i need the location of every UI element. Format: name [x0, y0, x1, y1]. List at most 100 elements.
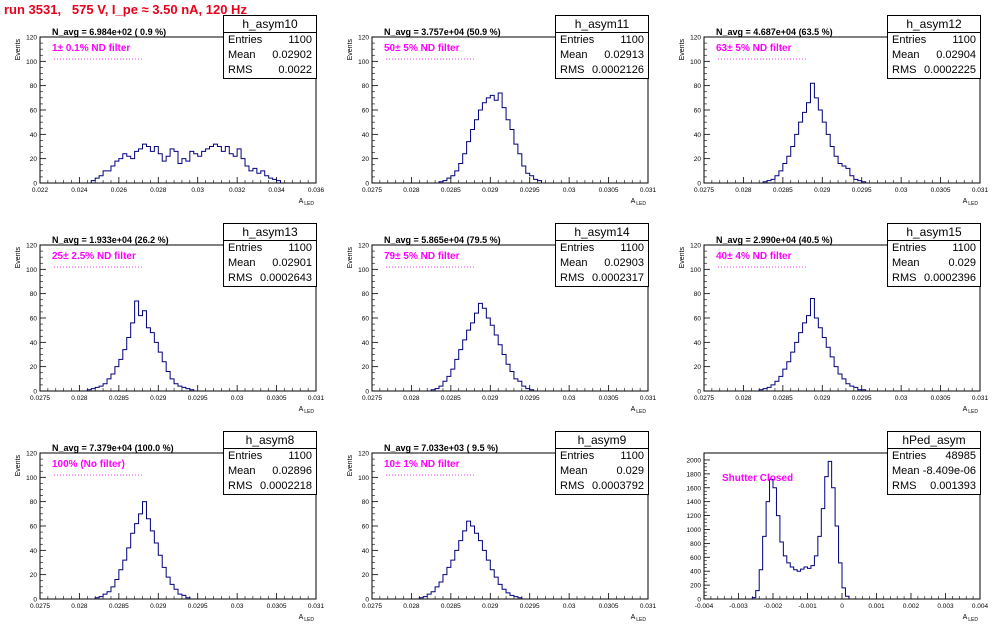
y-tick-label: 60 — [30, 316, 38, 323]
stat-label: Mean — [560, 49, 588, 61]
stat-row-rms: RMS 0.0002225 — [888, 63, 980, 78]
x-axis-title: ALED — [963, 614, 979, 623]
x-tick-label: 0.031 — [308, 395, 325, 402]
y-tick-label: 1000 — [687, 527, 702, 534]
stat-value: 0.029 — [616, 465, 644, 477]
y-tick-label: 40 — [362, 340, 370, 347]
y-tick-label: 60 — [694, 316, 702, 323]
panel-h_asym10: 0 20 40 60 80 100 120 0.022 0.024 0.026 0.028 0.03 0… — [0, 15, 331, 220]
stat-value: 1100 — [288, 450, 312, 462]
stat-label: Entries — [560, 242, 595, 254]
histogram-series — [438, 92, 543, 183]
y-tick-label: 1600 — [687, 485, 702, 492]
x-tick-label: 0.029 — [150, 395, 167, 402]
x-tick-label: 0.0285 — [109, 603, 129, 610]
stat-row-entries: Entries 1100 — [556, 241, 648, 256]
stat-value: 1100 — [952, 34, 976, 46]
stat-row-rms: RMS 0.0002643 — [224, 271, 316, 286]
stat-value: 0.0002643 — [260, 272, 312, 284]
stat-row-entries: Entries 48985 — [888, 449, 980, 464]
stat-row-entries: Entries 1100 — [556, 33, 648, 48]
filter-label: 10± 1% ND filter — [384, 459, 460, 470]
y-tick-label: 0 — [697, 389, 701, 396]
stat-label: Mean — [560, 465, 588, 477]
x-tick-label: 0.0275 — [694, 187, 714, 194]
y-tick-label: 40 — [30, 340, 38, 347]
stat-value: 0.0002218 — [260, 480, 312, 492]
stat-label: Mean — [560, 257, 588, 269]
plot-h_asym11: 0 20 40 60 80 100 120 0.0275 0.028 0.0285 0.029 0.0… — [347, 35, 657, 208]
x-tick-label: 0.03 — [231, 603, 244, 610]
navg-label: N_avg = 3.757e+04 (50.9 %) — [384, 27, 501, 37]
histogram-title: h_asym12 — [888, 16, 980, 33]
stat-row-mean: Mean 0.02904 — [888, 48, 980, 63]
stat-row-mean: Mean 0.029 — [556, 464, 648, 479]
panel-h_asym13: 0 20 40 60 80 100 120 0.0275 0.028 0.0285 0.029 0.0… — [0, 223, 331, 428]
y-tick-label: 120 — [26, 451, 37, 458]
panel-hPed_asym: 0 200 400 600 800 1000 1200 1400 1600 1800 2000 -0.… — [664, 431, 995, 636]
navg-label: N_avg = 7.033e+03 ( 9.5 %) — [384, 443, 499, 453]
stat-row-rms: RMS 0.0003792 — [556, 479, 648, 494]
x-tick-label: 0.03 — [191, 187, 204, 194]
stat-label: Mean — [228, 49, 256, 61]
y-tick-label: 20 — [30, 156, 38, 163]
stat-label: RMS — [560, 272, 585, 284]
navg-label: N_avg = 2.990e+04 (40.5 %) — [716, 235, 833, 245]
y-tick-label: 1800 — [687, 471, 702, 478]
stat-row-mean: Mean 0.02902 — [224, 48, 316, 63]
x-axis-title: ALED — [631, 198, 647, 207]
x-tick-label: 0.0295 — [188, 603, 208, 610]
x-tick-label: 0.003 — [937, 603, 954, 610]
stat-row-mean: Mean 0.02901 — [224, 256, 316, 271]
x-tick-label: 0.031 — [972, 395, 989, 402]
x-tick-label: 0.0275 — [362, 395, 382, 402]
x-tick-label: 0.0275 — [694, 395, 714, 402]
stat-row-rms: RMS 0.001393 — [888, 479, 980, 494]
x-tick-label: 0.028 — [403, 395, 420, 402]
stat-label: Entries — [228, 34, 263, 46]
stat-label: Mean — [892, 257, 920, 269]
x-tick-label: 0.031 — [972, 187, 989, 194]
stat-label: RMS — [228, 480, 253, 492]
y-tick-label: 80 — [30, 291, 38, 298]
y-tick-label: 20 — [362, 156, 370, 163]
x-tick-label: 0.0295 — [852, 187, 872, 194]
y-tick-label: 80 — [694, 291, 702, 298]
y-tick-label: 100 — [26, 267, 37, 274]
stat-label: RMS — [892, 64, 917, 76]
stat-value: 0.02896 — [272, 465, 312, 477]
x-tick-label: 0.0305 — [599, 187, 619, 194]
x-tick-label: 0.029 — [482, 187, 499, 194]
x-tick-label: 0.028 — [403, 187, 420, 194]
x-tick-label: 0.029 — [150, 603, 167, 610]
panel-h_asym11: 0 20 40 60 80 100 120 0.0275 0.028 0.0285 0.029 0.0… — [332, 15, 663, 220]
stat-value: 0.02902 — [272, 49, 312, 61]
x-tick-label: 0.004 — [972, 603, 989, 610]
x-tick-label: -0.003 — [729, 603, 748, 610]
histogram-series — [94, 501, 191, 599]
stats-box-hPed_asym: hPed_asym Entries 48985 Mean -8.409e-06 RMS 0.… — [887, 431, 981, 495]
y-tick-label: 40 — [694, 132, 702, 139]
y-tick-label: 0 — [33, 597, 37, 604]
histogram-series — [758, 298, 867, 391]
x-tick-label: 0.002 — [903, 603, 920, 610]
y-tick-label: 20 — [694, 156, 702, 163]
y-tick-label: 120 — [26, 243, 37, 250]
filter-label: 50± 5% ND filter — [384, 43, 460, 54]
x-tick-label: 0.031 — [640, 187, 657, 194]
y-tick-label: 20 — [30, 364, 38, 371]
x-tick-label: 0.001 — [868, 603, 885, 610]
y-tick-label: 80 — [694, 83, 702, 90]
stat-value: 1100 — [620, 242, 644, 254]
x-tick-label: 0.029 — [814, 395, 831, 402]
stat-row-entries: Entries 1100 — [224, 241, 316, 256]
x-tick-label: 0.028 — [735, 187, 752, 194]
y-tick-label: 20 — [362, 572, 370, 579]
plot-h_asym12: 0 20 40 60 80 100 120 0.0275 0.028 0.0285 0.029 0.0… — [679, 35, 989, 208]
stat-row-rms: RMS 0.0002126 — [556, 63, 648, 78]
y-tick-label: 400 — [690, 569, 701, 576]
histogram-title: h_asym14 — [556, 224, 648, 241]
x-tick-label: 0.0285 — [773, 187, 793, 194]
stat-row-rms: RMS 0.0002218 — [224, 479, 316, 494]
y-tick-label: 100 — [358, 267, 369, 274]
